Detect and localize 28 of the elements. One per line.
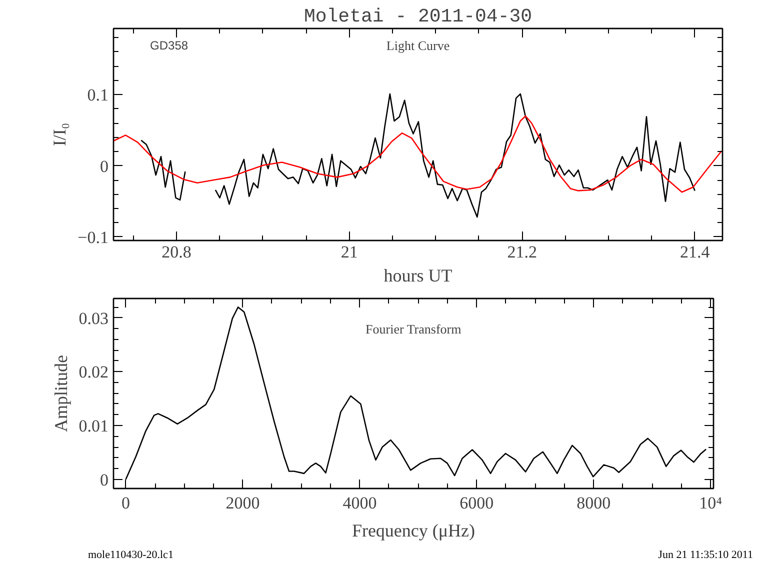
y-axis-title: Amplitude xyxy=(50,354,71,432)
x-tick-label: 6000 xyxy=(460,494,494,512)
y-tick-label: 0 xyxy=(100,470,108,490)
text: Jun 21 11:35:10 2011 xyxy=(658,548,753,563)
x-tick-label: 21.4 xyxy=(680,242,710,262)
x-axis-title: hours UT xyxy=(384,266,452,286)
y-axis-title: I/I₀ xyxy=(50,122,70,146)
x-tick-label: 21.2 xyxy=(507,242,537,262)
x-axis-title: Frequency (μHz) xyxy=(352,520,476,540)
x-tick-label: 8000 xyxy=(576,494,611,512)
y-tick-label: 0.03 xyxy=(78,308,108,328)
annotation: GD358 xyxy=(150,38,188,52)
x-tick-label: 20.8 xyxy=(162,242,192,262)
y-tick-label: −0.1 xyxy=(78,228,109,247)
text: mole110430-20.lc1 xyxy=(88,548,174,563)
x-tick-label: 4000 xyxy=(342,494,377,512)
y-tick-label: 0.1 xyxy=(87,86,108,105)
annotation: Light Curve xyxy=(386,38,450,53)
annotation: Fourier Transform xyxy=(366,321,462,336)
x-tick-label: 21 xyxy=(340,242,358,262)
y-tick-label: 0.02 xyxy=(78,362,108,382)
y-tick-label: 0.01 xyxy=(78,416,108,436)
y-tick-label: 0 xyxy=(100,156,108,176)
x-tick-label: 0 xyxy=(122,494,130,512)
x-tick-label: 2000 xyxy=(226,494,260,512)
x-tick-label: 10⁴ xyxy=(699,494,722,512)
line-series xyxy=(114,115,722,193)
chart-title: Moletai - 2011-04-30 xyxy=(304,6,532,28)
